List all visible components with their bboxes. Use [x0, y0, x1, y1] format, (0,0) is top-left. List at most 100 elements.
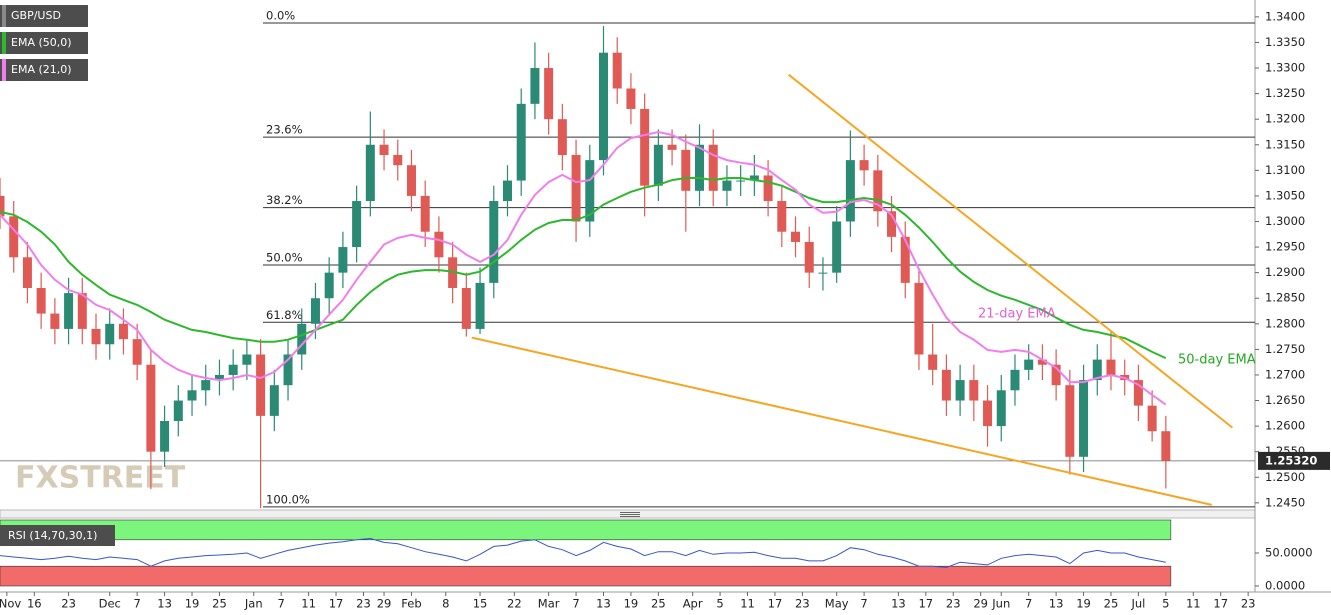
candle-body: [969, 380, 979, 401]
x-tick-label: 25: [651, 597, 666, 611]
candle-body: [598, 52, 608, 161]
separator-handle[interactable]: [620, 512, 640, 517]
candle-body: [22, 257, 32, 288]
candle-body: [461, 287, 471, 329]
legend-box[interactable]: [0, 5, 88, 27]
candle-body: [900, 236, 910, 283]
candle-body: [146, 364, 156, 452]
candle-body: [804, 241, 814, 273]
candle-body: [1010, 369, 1020, 391]
candle-body: [77, 293, 87, 329]
candle-body: [1147, 405, 1157, 432]
y-tick-label: 1.3250: [1265, 86, 1305, 100]
candle-body: [736, 180, 746, 182]
x-tick-label: 19: [1076, 597, 1091, 611]
x-tick-label: 23: [1241, 597, 1256, 611]
x-tick-label: 17: [1213, 597, 1228, 611]
legend-box[interactable]: [0, 59, 88, 81]
x-tick-label: 11: [740, 597, 755, 611]
y-tick-label: 1.2600: [1265, 419, 1305, 433]
x-tick-label: Mar: [538, 597, 560, 611]
y-tick-label: 1.3350: [1265, 35, 1305, 49]
candle-body: [544, 68, 554, 120]
y-tick-label: 1.3000: [1265, 214, 1305, 228]
x-tick-label: 5: [716, 597, 723, 611]
candle-body: [502, 180, 512, 202]
legend-label: RSI (14,70,30,1): [8, 529, 97, 542]
candle-body: [681, 149, 691, 191]
x-tick-label: 19: [185, 597, 200, 611]
candle-body: [530, 68, 540, 104]
x-tick-label: Apr: [683, 597, 703, 611]
candle-body: [983, 400, 993, 427]
last-price-label: 1.25320: [1265, 453, 1317, 467]
candle-body: [791, 231, 801, 242]
candle-body: [201, 380, 211, 391]
candle-body: [448, 257, 458, 288]
x-tick-label: 7: [133, 597, 140, 611]
x-tick-label: 23: [795, 597, 810, 611]
candle-body: [1079, 380, 1089, 457]
x-tick-label: 13: [1049, 597, 1064, 611]
candle-body: [516, 103, 526, 181]
x-tick-label: 23: [356, 597, 371, 611]
x-tick-label: 23: [61, 597, 76, 611]
candle-body: [845, 160, 855, 222]
candle-body: [873, 170, 883, 212]
candle-body: [352, 201, 362, 248]
rsi-overbought-band: [0, 519, 1172, 541]
x-tick-label: 29: [973, 597, 988, 611]
x-tick-label: 11: [1186, 597, 1201, 611]
y-tick-label: 1.2650: [1265, 393, 1305, 407]
candle-body: [1037, 359, 1047, 365]
legend-box[interactable]: [0, 32, 88, 54]
legend-swatch: [2, 59, 6, 81]
candle-body: [187, 390, 197, 401]
candle-body: [640, 108, 650, 186]
legend-swatch: [2, 5, 6, 27]
candle-body: [708, 144, 718, 191]
candle-body: [9, 216, 19, 258]
candle-body: [1024, 359, 1034, 370]
y-tick-label: 1.2950: [1265, 240, 1305, 254]
x-tick-label: 23: [946, 597, 961, 611]
candle-body: [297, 323, 307, 355]
candle-body: [242, 354, 252, 365]
candle-body: [1092, 359, 1102, 381]
x-tick-label: 16: [27, 597, 42, 611]
legend-label: EMA (50,0): [11, 36, 72, 49]
candle-body: [722, 180, 732, 191]
x-tick-label: Feb: [401, 597, 421, 611]
x-tick-label: 7: [1025, 597, 1032, 611]
x-tick-label: 7: [860, 597, 867, 611]
last-price-box: [1258, 451, 1330, 470]
x-tick-label: 8: [442, 597, 449, 611]
rsi-tick-label: 50.0000: [1265, 546, 1313, 560]
candle-body: [283, 354, 293, 386]
x-tick-label: 7: [572, 597, 579, 611]
annotation: 50-day EMA: [1178, 353, 1256, 368]
fib-label: 50.0%: [266, 250, 303, 264]
candle-body: [50, 313, 60, 329]
candle-body: [612, 52, 622, 89]
x-tick-label: 13: [891, 597, 906, 611]
candle-body: [1051, 364, 1061, 386]
candle-body: [0, 195, 5, 217]
fib-label: 38.2%: [266, 193, 303, 207]
candle-body: [489, 201, 499, 283]
trendline: [471, 336, 1213, 506]
candle-body: [749, 175, 759, 181]
y-tick-label: 1.3400: [1265, 9, 1305, 23]
y-tick-label: 1.2700: [1265, 367, 1305, 381]
candle-body: [228, 364, 238, 375]
candle-body: [557, 119, 567, 155]
candle-body: [914, 282, 924, 355]
legend-box[interactable]: [0, 525, 115, 546]
x-tick-label: 13: [157, 597, 172, 611]
candle-body: [310, 298, 320, 324]
rsi-line: [0, 537, 1166, 569]
candle-body: [105, 323, 115, 345]
candle-body: [1106, 359, 1116, 375]
x-tick-label: 7: [278, 597, 285, 611]
